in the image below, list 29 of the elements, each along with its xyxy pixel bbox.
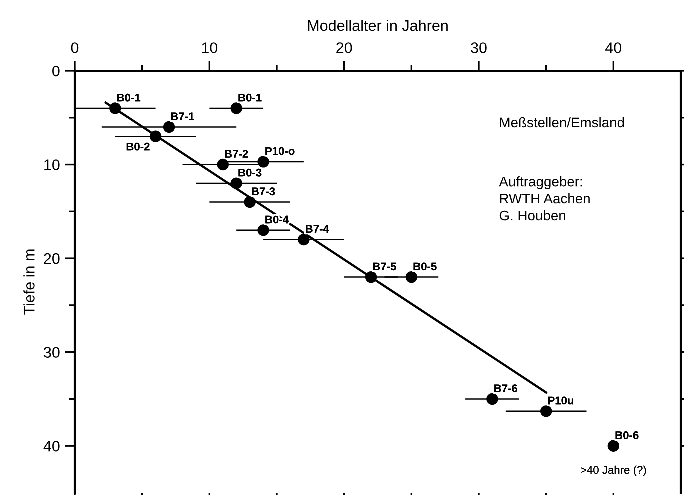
- x-tick-label: 30: [471, 42, 487, 54]
- x-axis-title: Modellalter in Jahren: [308, 20, 448, 32]
- y-axis-title: Tiefe in m: [24, 250, 35, 315]
- annotation: B0-1: [118, 94, 141, 102]
- annotation: P10-o: [266, 147, 295, 156]
- y-tick-label: 30: [44, 347, 60, 358]
- annotation: B7-3: [252, 188, 276, 196]
- annotation: B7-1: [171, 112, 194, 120]
- annotation: Auftraggeber: RWTH Aachen G. Houben: [499, 176, 590, 221]
- x-tick-label: 0: [71, 42, 79, 54]
- annotation: B0-1: [238, 94, 262, 102]
- annotation: B0-5: [414, 262, 437, 271]
- annotation: B0-2: [126, 142, 150, 151]
- annotation: B7-6: [494, 384, 518, 392]
- annotation: B7-5: [373, 262, 396, 271]
- annotation: B7-2: [225, 150, 248, 158]
- annotation: B0-6: [616, 432, 639, 440]
- annotation: >40 Jahre (?): [581, 466, 646, 476]
- x-tick-label: 20: [336, 42, 352, 54]
- y-tick-label: 40: [44, 440, 60, 452]
- y-tick-label: 0: [52, 66, 60, 77]
- annotation: B7-4: [306, 225, 330, 233]
- x-tick-label: 40: [606, 42, 622, 54]
- y-tick-label: 10: [44, 160, 60, 170]
- y-tick-label: 20: [44, 253, 60, 264]
- annotation: B0-3: [238, 168, 262, 177]
- annotation: P10u: [548, 396, 574, 405]
- annotation: Meßstellen/Emsland: [500, 117, 624, 128]
- x-tick-label: 10: [202, 42, 218, 54]
